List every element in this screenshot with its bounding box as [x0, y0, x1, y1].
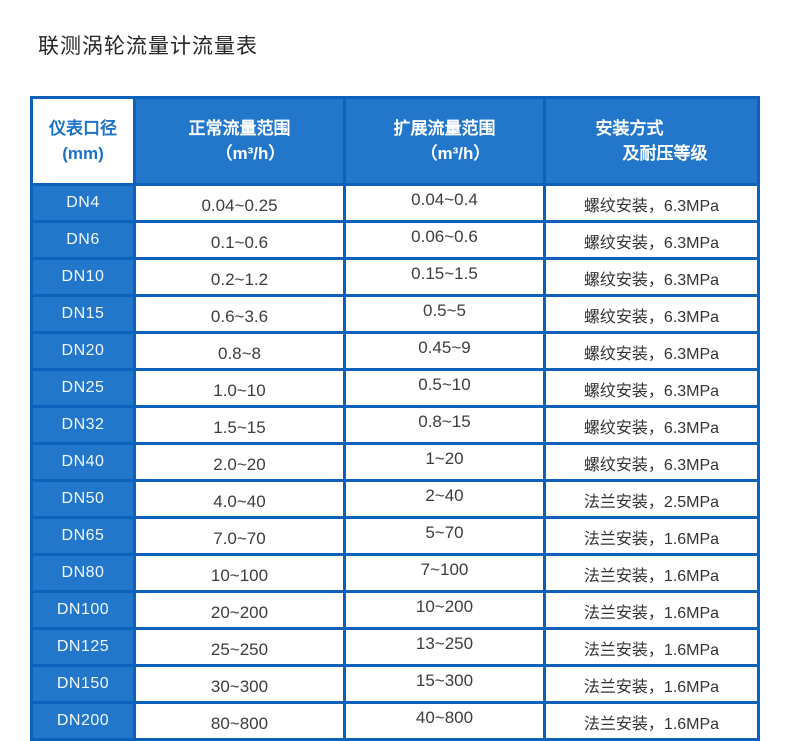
meter-diameter-cell: DN65	[30, 516, 136, 556]
flow-rate-table: 仪表口径 (mm) 正常流量范围 （m³/h） 扩展流量范围 （m³/h） 安装…	[30, 96, 760, 741]
header-meter-diameter: 仪表口径 (mm)	[30, 96, 136, 186]
meter-diameter-cell: DN6	[30, 220, 136, 260]
normal-flow-range-cell: 1.5~15	[133, 405, 346, 445]
installation-cell: 螺纹安装，6.3MPa	[543, 368, 760, 408]
installation-cell: 螺纹安装，6.3MPa	[543, 220, 760, 260]
meter-diameter-cell: DN200	[30, 701, 136, 741]
extended-flow-range-cell: 0.8~15	[343, 405, 546, 445]
meter-diameter-cell: DN10	[30, 257, 136, 297]
extended-flow-range-cell: 10~200	[343, 590, 546, 630]
installation-cell: 螺纹安装，6.3MPa	[543, 442, 760, 482]
table-body: DN4 0.04~0.25 0.04~0.4 螺纹安装，6.3MPa DN6 0.1~0.…	[30, 183, 760, 741]
meter-diameter-cell: DN150	[30, 664, 136, 704]
extended-flow-range-cell: 7~100	[343, 553, 546, 593]
table-row: DN80 10~100 7~100 法兰安装，1.6MPa	[30, 553, 760, 593]
installation-cell: 法兰安装，1.6MPa	[543, 627, 760, 667]
table-row: DN150 30~300 15~300 法兰安装，1.6MPa	[30, 664, 760, 704]
table-row: DN6 0.1~0.6 0.06~0.6 螺纹安装，6.3MPa	[30, 220, 760, 260]
extended-flow-range-cell: 0.06~0.6	[343, 220, 546, 260]
installation-cell: 法兰安装，2.5MPa	[543, 479, 760, 519]
header-line: 安装方式	[595, 119, 664, 138]
extended-flow-range-cell: 2~40	[343, 479, 546, 519]
extended-flow-range-cell: 0.15~1.5	[343, 257, 546, 297]
normal-flow-range-cell: 30~300	[133, 664, 346, 704]
installation-cell: 螺纹安装，6.3MPa	[543, 257, 760, 297]
extended-flow-range-cell: 0.5~10	[343, 368, 546, 408]
meter-diameter-cell: DN4	[30, 183, 136, 223]
meter-diameter-cell: DN80	[30, 553, 136, 593]
header-normal-flow-range: 正常流量范围 （m³/h）	[133, 96, 346, 186]
extended-flow-range-cell: 15~300	[343, 664, 546, 704]
table-row: DN40 2.0~20 1~20 螺纹安装，6.3MPa	[30, 442, 760, 482]
normal-flow-range-cell: 1.0~10	[133, 368, 346, 408]
meter-diameter-cell: DN100	[30, 590, 136, 630]
table-row: DN15 0.6~3.6 0.5~5 螺纹安装，6.3MPa	[30, 294, 760, 334]
page-title: 联测涡轮流量计流量表	[38, 35, 258, 58]
header-line: （m³/h）	[215, 144, 286, 163]
meter-diameter-cell: DN20	[30, 331, 136, 371]
normal-flow-range-cell: 0.8~8	[133, 331, 346, 371]
header-line: 仪表口径	[49, 119, 117, 138]
installation-cell: 螺纹安装，6.3MPa	[543, 331, 760, 371]
header-line: (mm)	[62, 144, 104, 163]
table-row: DN50 4.0~40 2~40 法兰安装，2.5MPa	[30, 479, 760, 519]
installation-cell: 法兰安装，1.6MPa	[543, 553, 760, 593]
meter-diameter-cell: DN15	[30, 294, 136, 334]
installation-cell: 螺纹安装，6.3MPa	[543, 294, 760, 334]
extended-flow-range-cell: 40~800	[343, 701, 546, 741]
installation-cell: 法兰安装，1.6MPa	[543, 664, 760, 704]
table-row: DN100 20~200 10~200 法兰安装，1.6MPa	[30, 590, 760, 630]
table-row: DN125 25~250 13~250 法兰安装，1.6MPa	[30, 627, 760, 667]
normal-flow-range-cell: 25~250	[133, 627, 346, 667]
installation-cell: 法兰安装，1.6MPa	[543, 590, 760, 630]
extended-flow-range-cell: 0.45~9	[343, 331, 546, 371]
normal-flow-range-cell: 2.0~20	[133, 442, 346, 482]
extended-flow-range-cell: 1~20	[343, 442, 546, 482]
normal-flow-range-cell: 80~800	[133, 701, 346, 741]
header-line: 扩展流量范围	[393, 119, 496, 138]
table-row: DN10 0.2~1.2 0.15~1.5 螺纹安装，6.3MPa	[30, 257, 760, 297]
extended-flow-range-cell: 13~250	[343, 627, 546, 667]
meter-diameter-cell: DN25	[30, 368, 136, 408]
table-row: DN4 0.04~0.25 0.04~0.4 螺纹安装，6.3MPa	[30, 183, 760, 223]
normal-flow-range-cell: 10~100	[133, 553, 346, 593]
table-row: DN200 80~800 40~800 法兰安装，1.6MPa	[30, 701, 760, 741]
header-line: 及耐压等级	[622, 144, 708, 163]
table-row: DN20 0.8~8 0.45~9 螺纹安装，6.3MPa	[30, 331, 760, 371]
extended-flow-range-cell: 0.04~0.4	[343, 183, 546, 223]
normal-flow-range-cell: 20~200	[133, 590, 346, 630]
table-header: 仪表口径 (mm) 正常流量范围 （m³/h） 扩展流量范围 （m³/h） 安装…	[30, 96, 760, 186]
header-installation-pressure: 安装方式 及耐压等级	[543, 96, 760, 186]
extended-flow-range-cell: 5~70	[343, 516, 546, 556]
installation-cell: 螺纹安装，6.3MPa	[543, 183, 760, 223]
extended-flow-range-cell: 0.5~5	[343, 294, 546, 334]
table-row: DN65 7.0~70 5~70 法兰安装，1.6MPa	[30, 516, 760, 556]
normal-flow-range-cell: 4.0~40	[133, 479, 346, 519]
header-line: 正常流量范围	[188, 119, 291, 138]
normal-flow-range-cell: 7.0~70	[133, 516, 346, 556]
meter-diameter-cell: DN32	[30, 405, 136, 445]
normal-flow-range-cell: 0.04~0.25	[133, 183, 346, 223]
meter-diameter-cell: DN125	[30, 627, 136, 667]
installation-cell: 法兰安装，1.6MPa	[543, 701, 760, 741]
table-row: DN32 1.5~15 0.8~15 螺纹安装，6.3MPa	[30, 405, 760, 445]
normal-flow-range-cell: 0.2~1.2	[133, 257, 346, 297]
installation-cell: 法兰安装，1.6MPa	[543, 516, 760, 556]
installation-cell: 螺纹安装，6.3MPa	[543, 405, 760, 445]
normal-flow-range-cell: 0.6~3.6	[133, 294, 346, 334]
header-line: （m³/h）	[420, 144, 491, 163]
header-extended-flow-range: 扩展流量范围 （m³/h）	[343, 96, 546, 186]
table-row: DN25 1.0~10 0.5~10 螺纹安装，6.3MPa	[30, 368, 760, 408]
normal-flow-range-cell: 0.1~0.6	[133, 220, 346, 260]
meter-diameter-cell: DN50	[30, 479, 136, 519]
meter-diameter-cell: DN40	[30, 442, 136, 482]
